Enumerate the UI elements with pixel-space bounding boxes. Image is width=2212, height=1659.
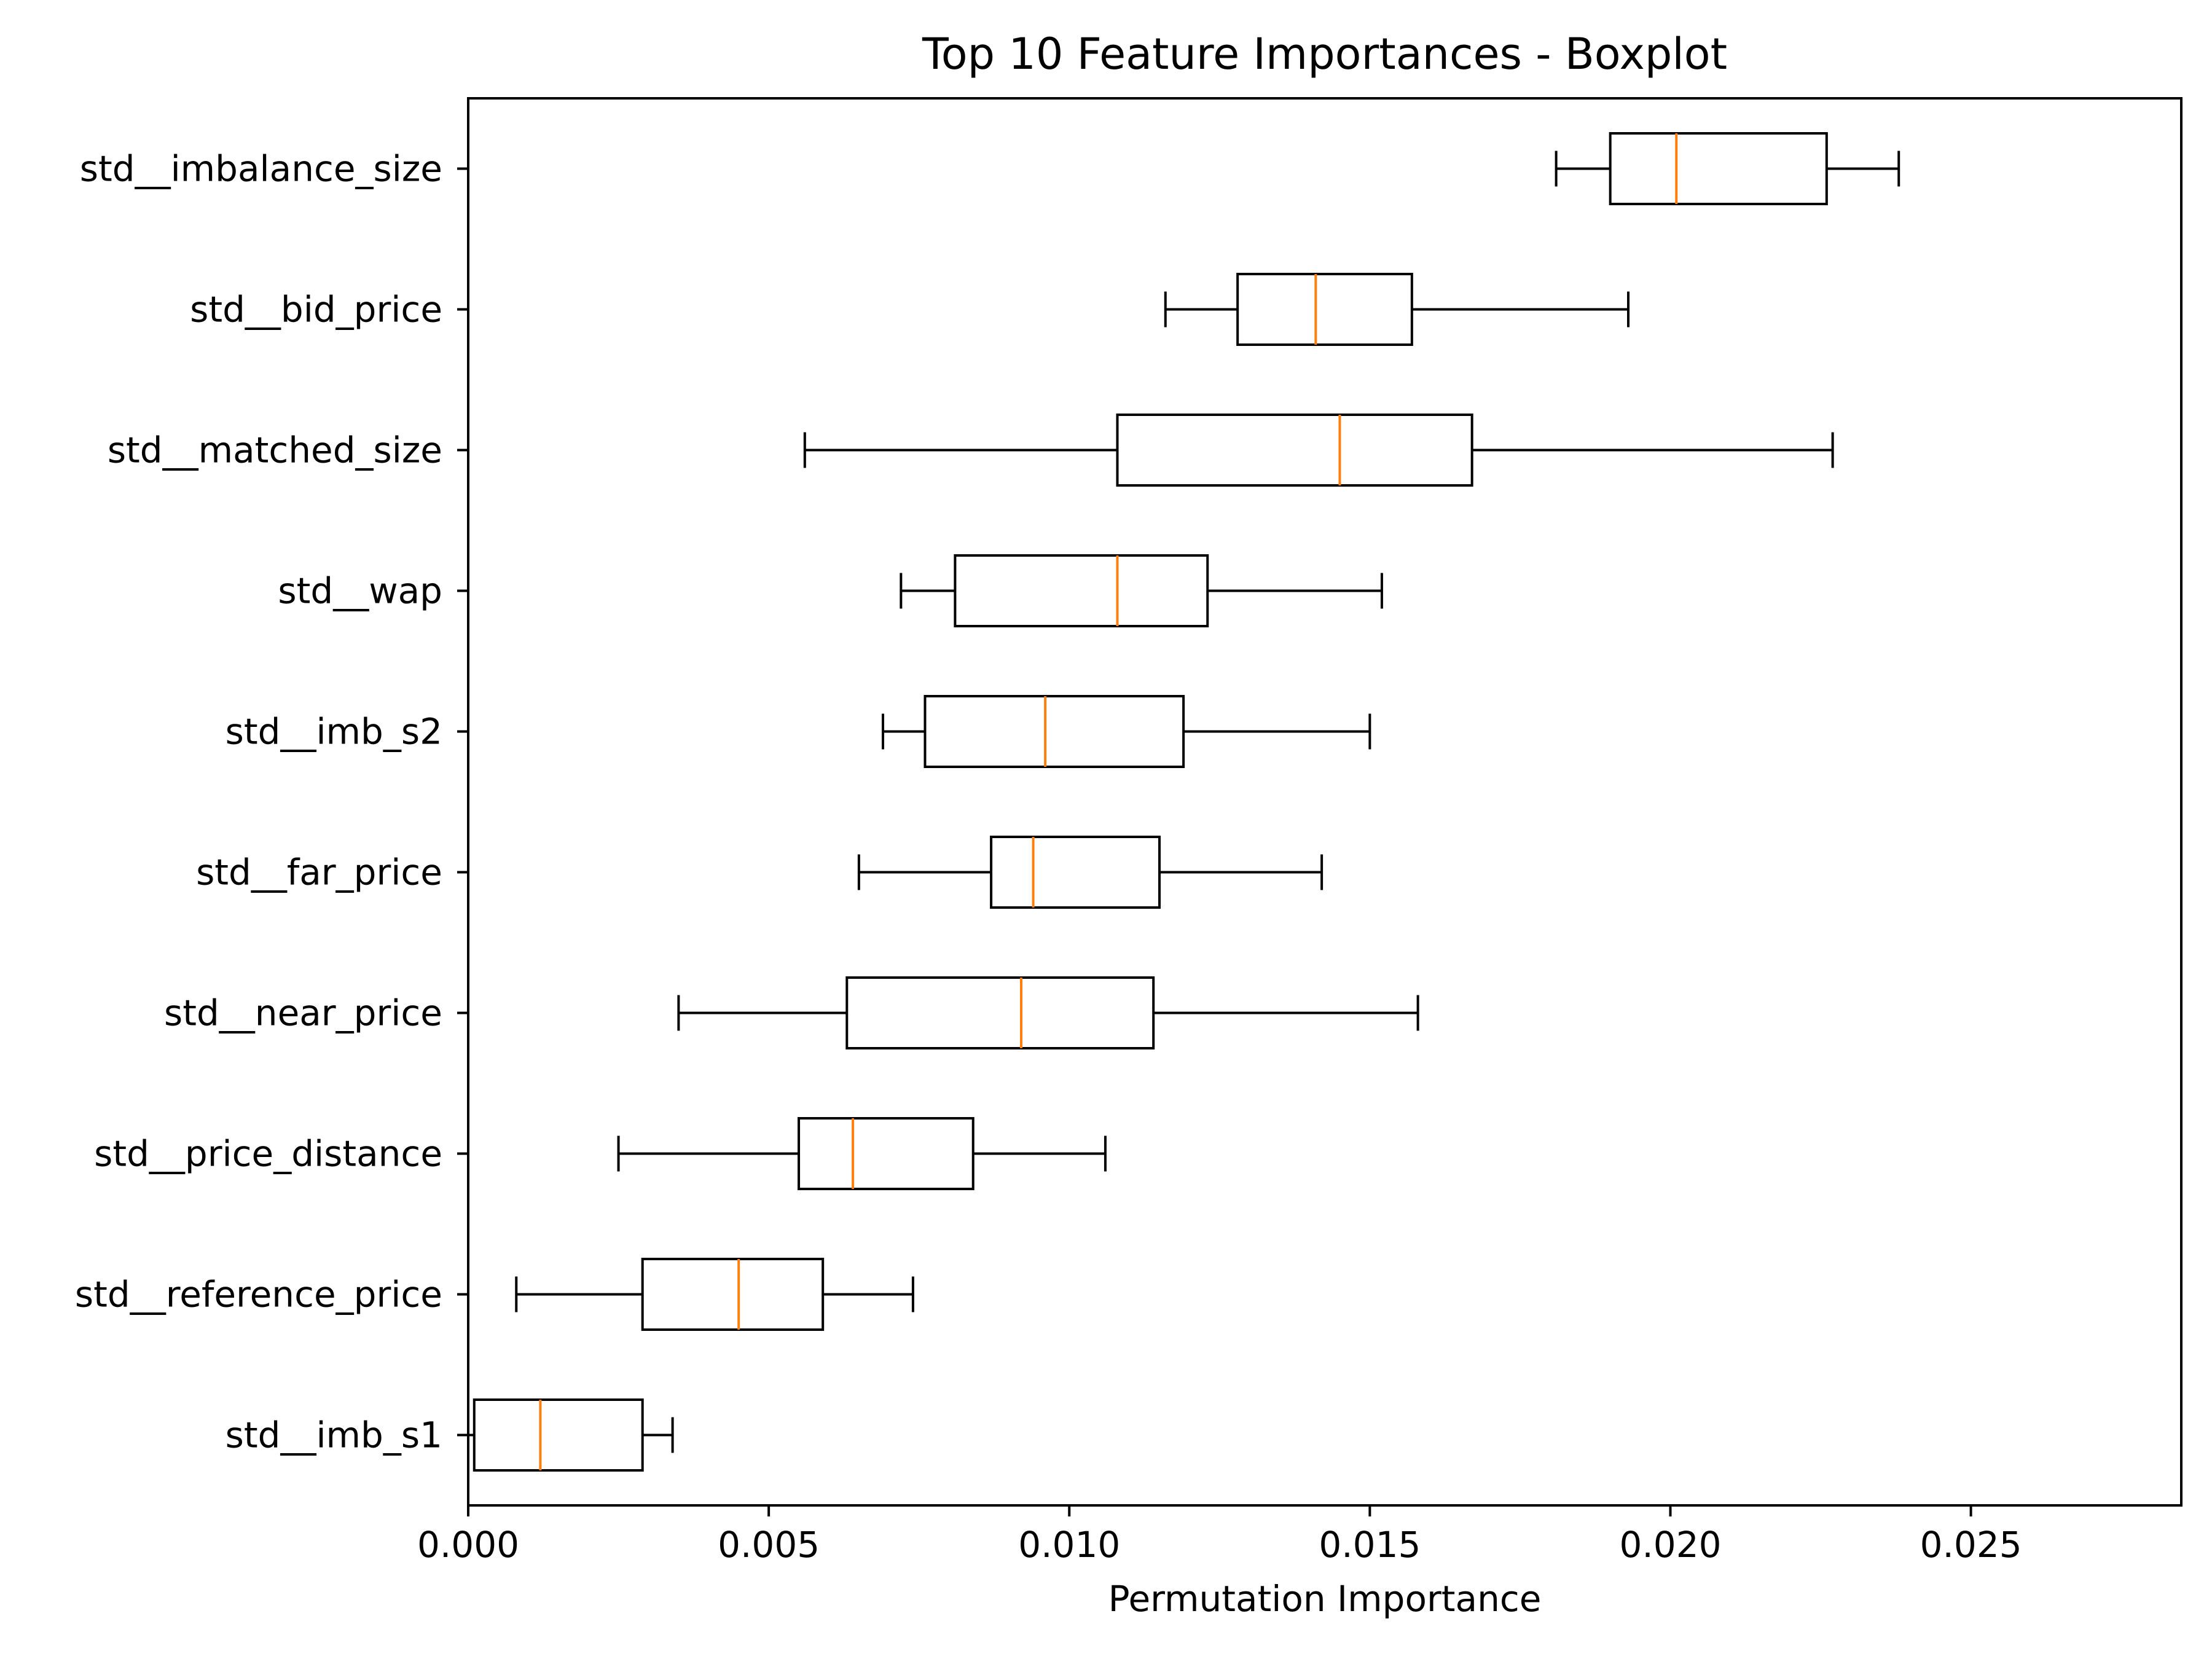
y-tick-label: std__matched_size xyxy=(108,429,442,471)
boxplot-2 xyxy=(803,414,1834,487)
box xyxy=(641,1258,825,1331)
box xyxy=(954,554,1209,627)
boxplot-5 xyxy=(857,836,1324,909)
box xyxy=(990,836,1161,909)
x-axis-ticks: 0.000 0.005 0.010 0.015 0.020 0.025 xyxy=(417,1505,2022,1566)
y-tick-label: std__price_distance xyxy=(94,1133,442,1175)
x-tick-label: 0.010 xyxy=(1018,1524,1120,1566)
boxplot-3 xyxy=(900,554,1383,627)
boxplot-7 xyxy=(617,1117,1107,1190)
x-tick-label: 0.025 xyxy=(1920,1524,2022,1566)
y-tick-label: std__wap xyxy=(278,570,442,612)
y-tick-label: std__bid_price xyxy=(190,289,442,331)
box xyxy=(924,695,1185,768)
box xyxy=(473,1398,644,1472)
boxplot-6 xyxy=(677,976,1419,1049)
y-tick-label: std__imbalance_size xyxy=(80,148,442,190)
chart-title: Top 10 Feature Importances - Boxplot xyxy=(922,29,1727,79)
box xyxy=(1609,132,1828,205)
boxplot-0 xyxy=(1555,132,1900,205)
boxplot-1 xyxy=(1164,273,1630,346)
boxplot-4 xyxy=(881,695,1371,768)
boxplot-8 xyxy=(515,1258,914,1331)
y-axis-ticks: std__imbalance_size std__bid_price std__ma… xyxy=(75,148,468,1456)
y-tick-label: std__imb_s1 xyxy=(226,1414,442,1456)
x-tick-label: 0.015 xyxy=(1319,1524,1421,1566)
plot-frame xyxy=(467,97,2183,1507)
y-tick-label: std__reference_price xyxy=(75,1274,442,1316)
x-tick-label: 0.005 xyxy=(718,1524,820,1566)
box xyxy=(798,1117,975,1190)
box xyxy=(1236,273,1413,346)
x-tick-label: 0.020 xyxy=(1619,1524,1721,1566)
boxplot-group xyxy=(467,132,1900,1472)
x-tick-label: 0.000 xyxy=(417,1524,519,1566)
box xyxy=(1116,414,1473,487)
y-tick-label: std__imb_s2 xyxy=(226,711,442,753)
y-tick-label: std__near_price xyxy=(164,992,442,1034)
box xyxy=(845,976,1155,1049)
y-tick-label: std__far_price xyxy=(196,852,442,893)
x-axis-label: Permutation Importance xyxy=(1108,1578,1542,1620)
